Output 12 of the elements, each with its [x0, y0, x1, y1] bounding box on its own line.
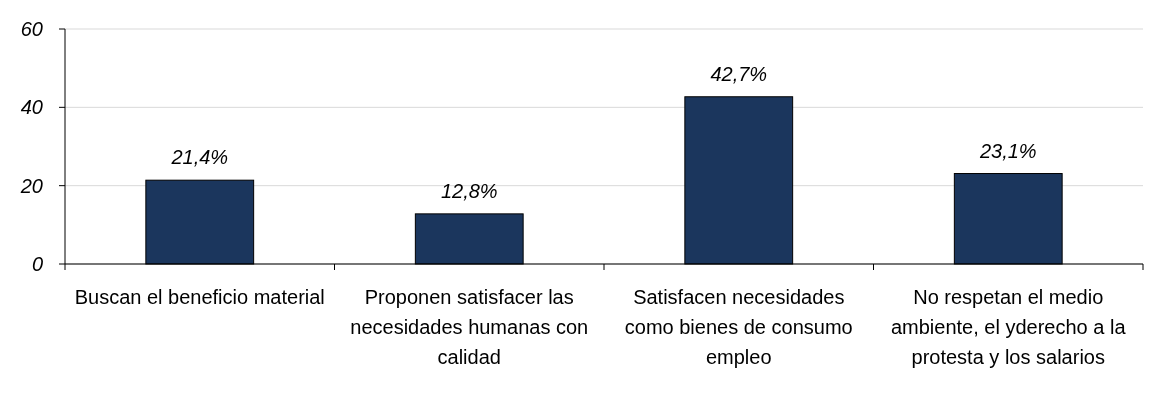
x-tick-label: No respetan el medio ambiente, el yderecho a la protesta y los salarios [890, 286, 1127, 368]
x-tick-label: Satisfacen necesidades como bienes de consumo empleo [624, 286, 853, 368]
data-label: 42,7% [710, 62, 768, 85]
y-tick-label: 20 [19, 174, 43, 197]
y-tick-label: 0 [31, 253, 43, 275]
data-label: 23,1% [978, 139, 1037, 162]
data-label: 21,4% [170, 146, 229, 169]
x-tick-label: Proponen satisfacer las necesidades humanas con calidad [350, 286, 589, 368]
x-tick-label: Buscan el beneficio material [74, 286, 325, 308]
y-tick-label: 40 [20, 96, 43, 119]
y-tick-label: 60 [20, 18, 43, 40]
data-label: 12,8% [440, 179, 498, 202]
